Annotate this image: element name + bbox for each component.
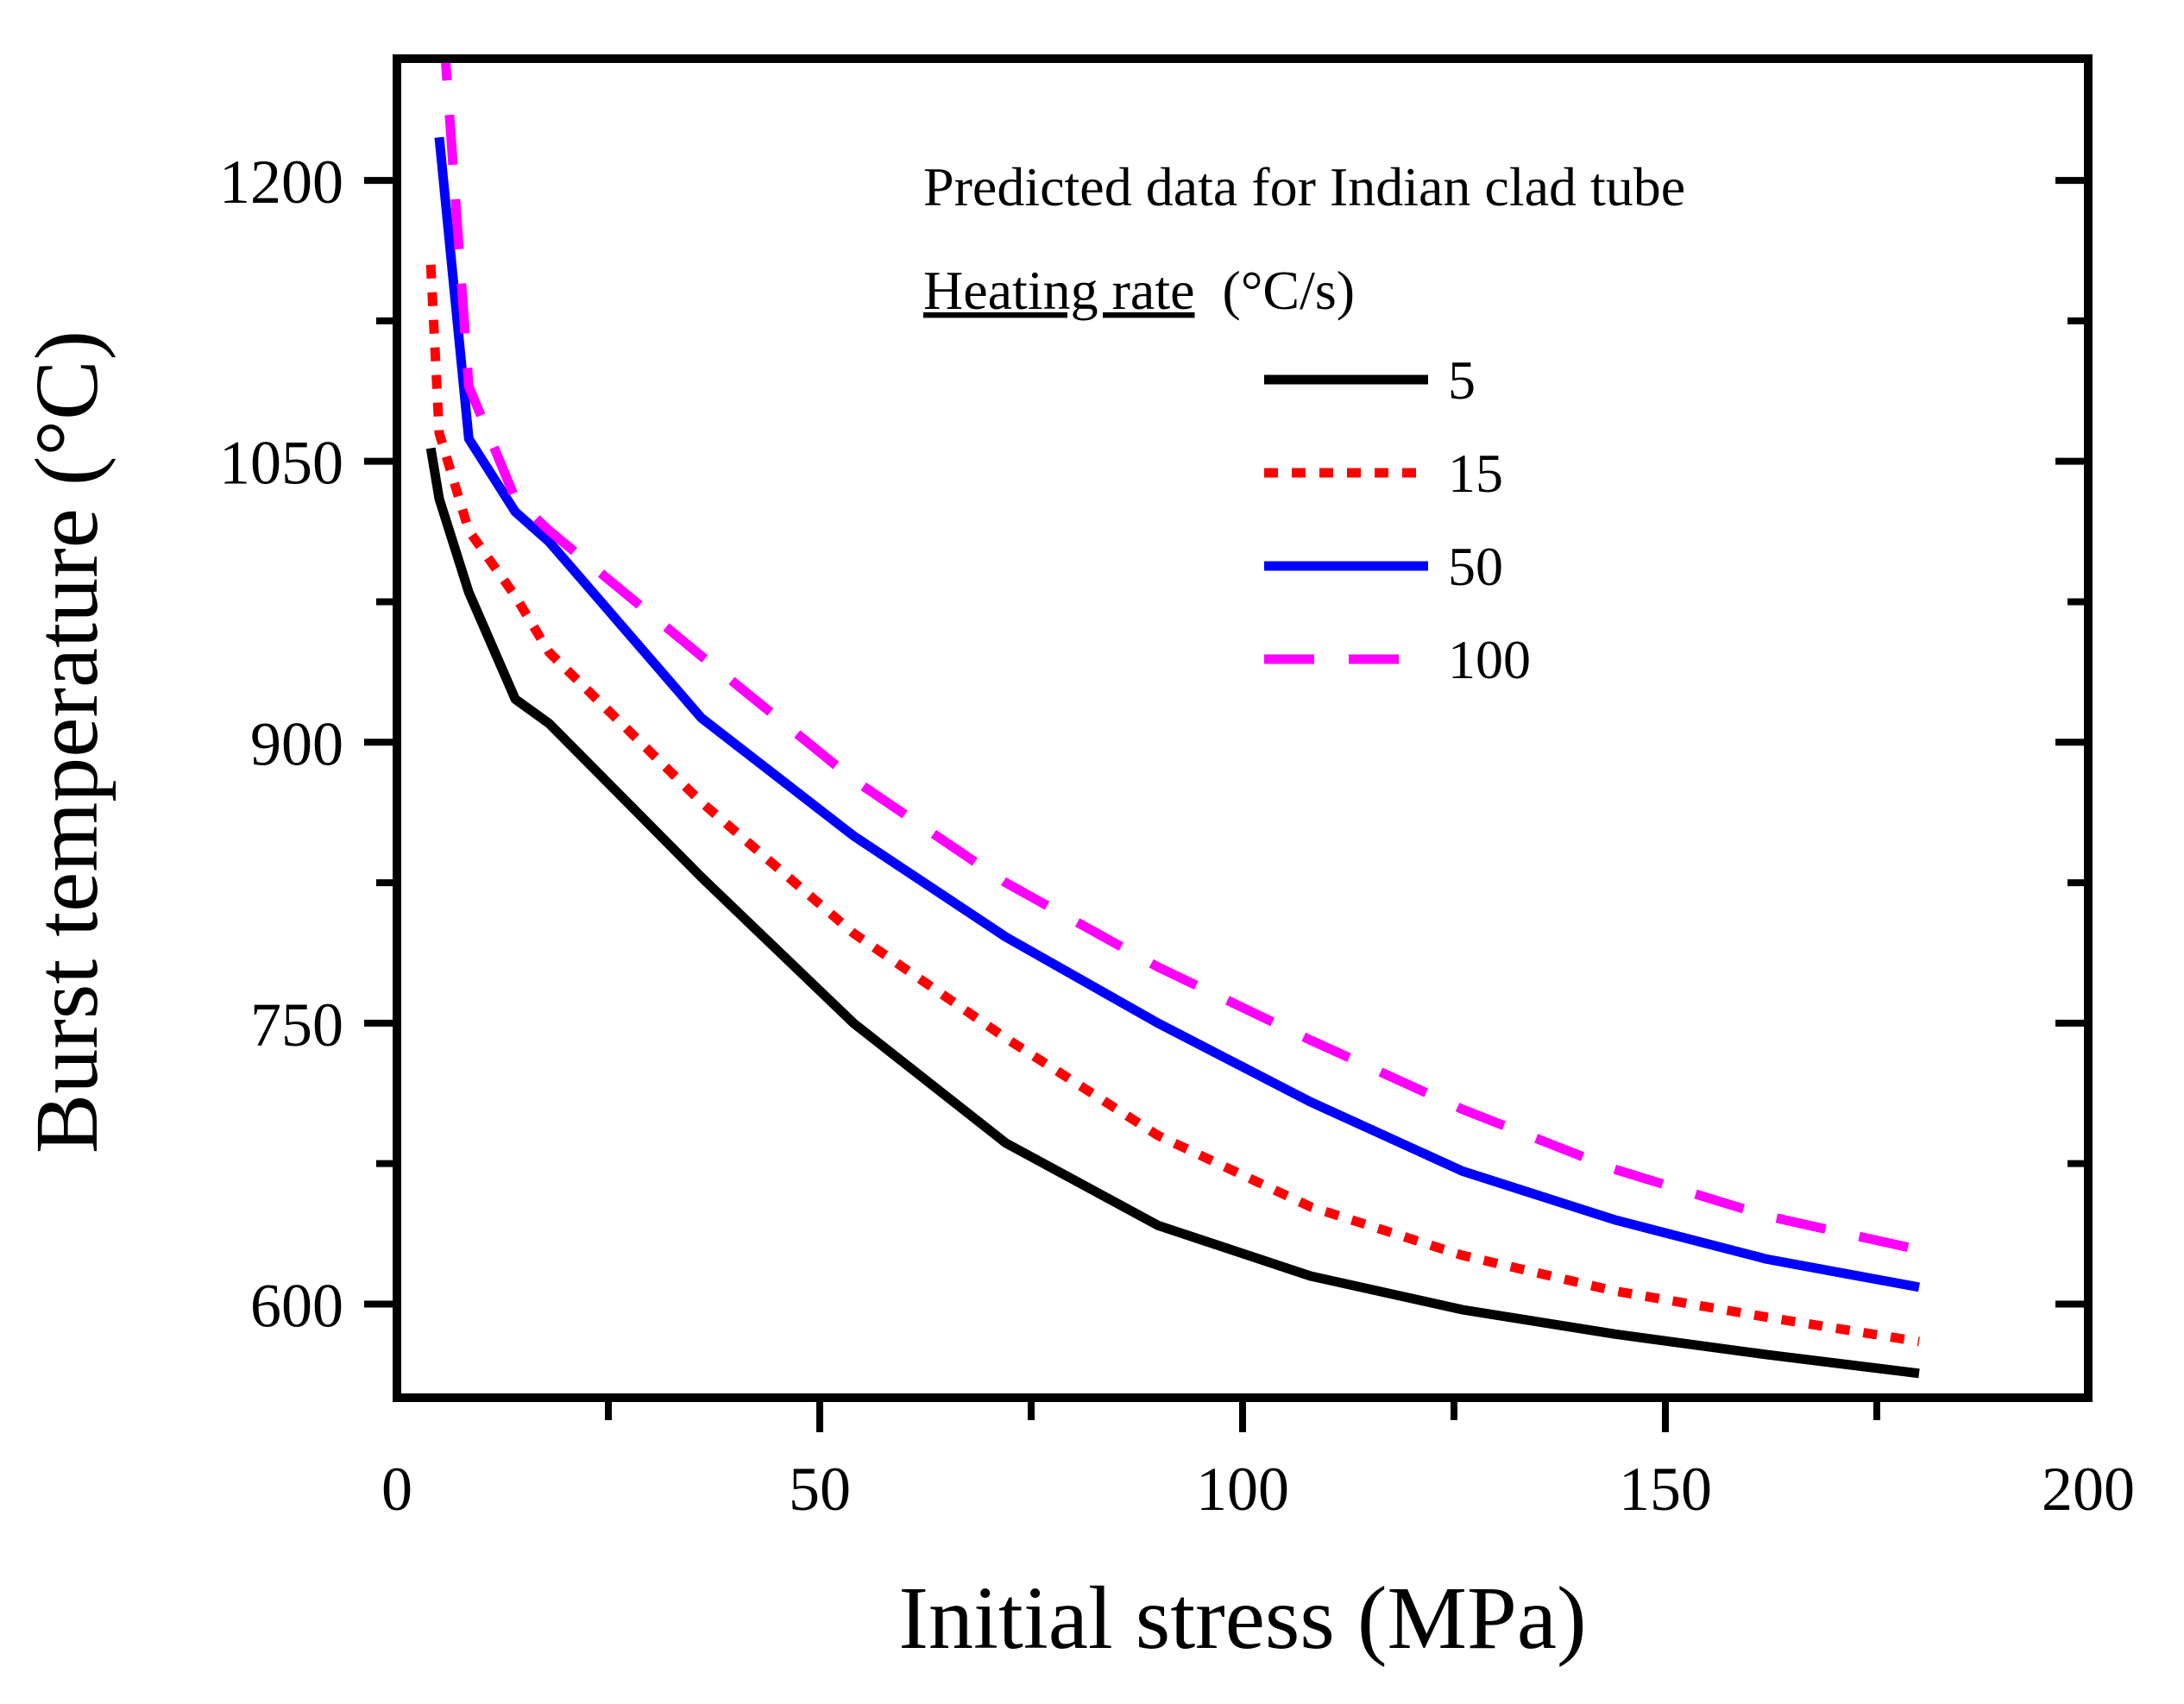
series-line-15 [425, 264, 1920, 1347]
legend-label-15: 15 [1448, 443, 1503, 504]
y-tick-label: 900 [250, 709, 343, 778]
y-tick-label: 600 [250, 1271, 343, 1340]
legend-title-unit: (°C/s) [1223, 260, 1356, 321]
series-line-100 [440, 59, 1921, 1254]
legend-title: Heating rate (°C/s) [923, 260, 1355, 321]
y-tick-label: 750 [250, 990, 343, 1059]
x-tick-label: 150 [1619, 1455, 1712, 1524]
series-line-50 [434, 136, 1920, 1292]
legend-label-100: 100 [1448, 629, 1531, 690]
x-tick-label: 100 [1196, 1455, 1289, 1524]
y-axis-title: Burst temperature (°C) [17, 330, 116, 1154]
x-axis-title: Initial stress (MPa) [898, 1569, 1586, 1668]
y-tick-label: 1200 [219, 148, 343, 217]
legend-label-5: 5 [1448, 349, 1476, 411]
x-tick-label: 50 [789, 1455, 851, 1524]
legend-title-label: Heating rate [923, 260, 1195, 321]
annotation-text: Predicted data for Indian clad tube [923, 156, 1685, 217]
series-line-5 [425, 447, 1920, 1379]
series-layer [425, 59, 1921, 1379]
x-tick-label: 200 [2042, 1455, 2135, 1524]
x-tick-label: 0 [381, 1455, 412, 1524]
y-tick-label: 1050 [219, 429, 343, 498]
legend: 5 15 50 100 [1264, 349, 1531, 690]
tick-layer: 0 50 100 150 200 600 750 900 1050 1200 [219, 148, 2135, 1524]
legend-label-50: 50 [1448, 536, 1503, 597]
